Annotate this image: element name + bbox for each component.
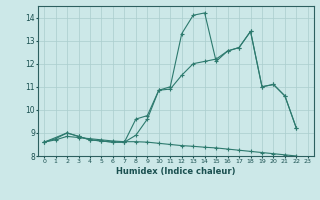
X-axis label: Humidex (Indice chaleur): Humidex (Indice chaleur) — [116, 167, 236, 176]
